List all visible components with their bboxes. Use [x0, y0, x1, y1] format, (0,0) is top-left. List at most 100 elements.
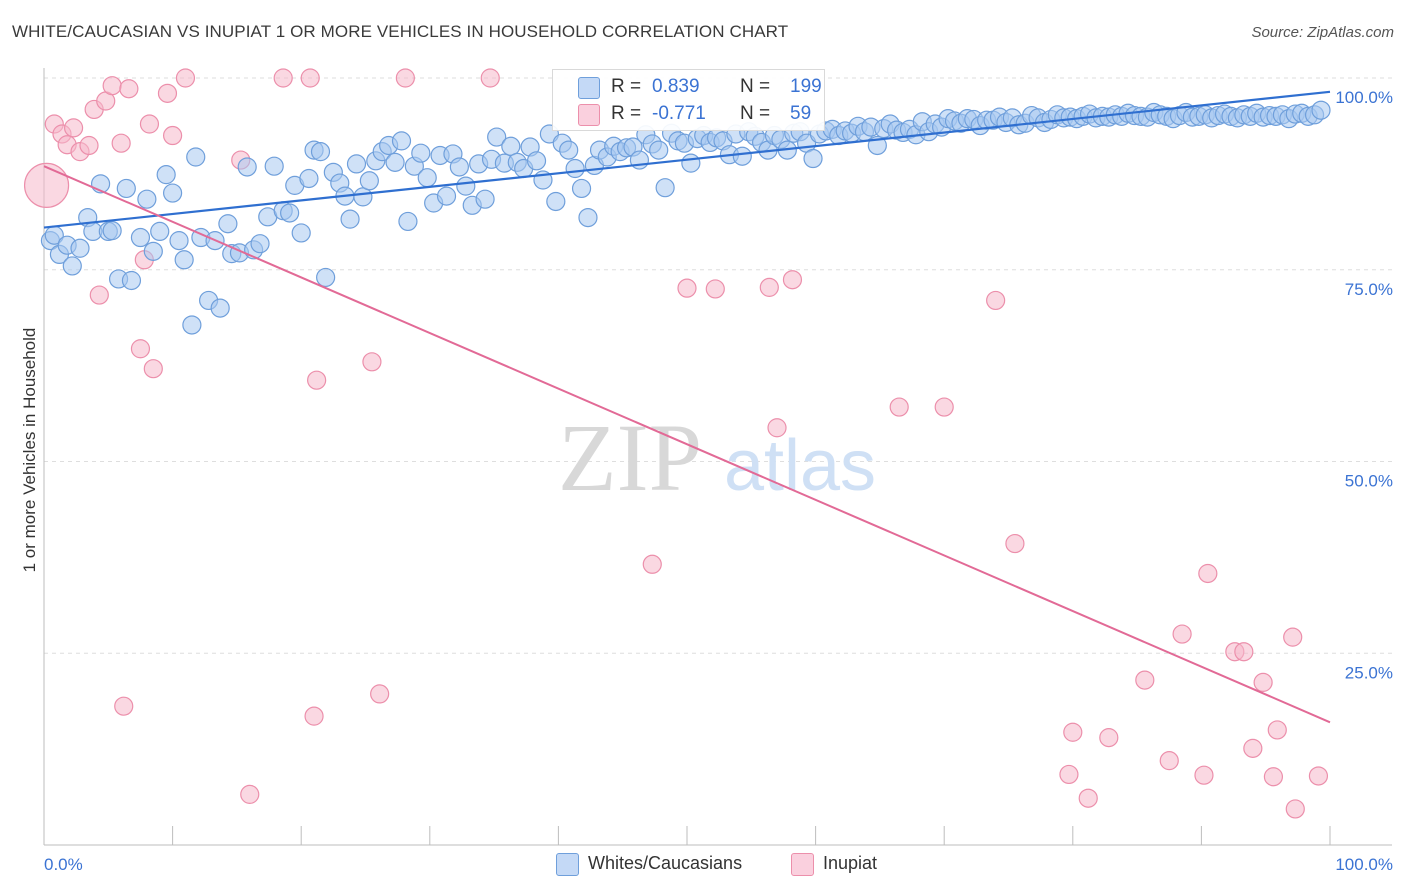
y-tick-label: 75.0% [1345, 280, 1393, 299]
whites-point [732, 146, 752, 166]
whites-point [137, 189, 157, 209]
whites-point [121, 270, 142, 291]
inupiat-point [130, 339, 151, 359]
inupiat-point [767, 418, 787, 438]
y-tick-label: 100.0% [1335, 88, 1393, 107]
inupiat-point [1285, 799, 1305, 819]
whites-point [156, 165, 176, 185]
whites-point [359, 171, 379, 191]
y-tick-label: 25.0% [1345, 663, 1393, 682]
legend-r-label: R = [611, 103, 642, 124]
inupiat-point [1005, 533, 1025, 554]
whites-point [186, 147, 206, 167]
tick-labels: 100.0% 75.0% 50.0% 25.0% 0.0% 100.0% [44, 88, 1393, 874]
whites-point [559, 140, 579, 160]
inupiat-point [163, 125, 183, 146]
axes [43, 68, 1392, 846]
inupiat-point [1159, 751, 1179, 771]
inupiat-point [119, 79, 139, 99]
inupiat-point [677, 278, 697, 298]
inupiat-point [1078, 788, 1098, 808]
legend-label-whites: Whites/Caucasians [588, 853, 743, 873]
inupiat-point [759, 277, 779, 297]
legend-r-value: -0.771 [652, 103, 706, 124]
whites-point [299, 168, 319, 189]
whites-point [436, 186, 457, 206]
stats-legend: R = 0.839 N = 199 R = -0.771 N = 59 [552, 69, 825, 131]
inupiat-point [63, 118, 84, 138]
whites-point [62, 256, 82, 276]
inupiat-point [175, 68, 196, 88]
whites-point [449, 157, 469, 177]
y-tick-label: 50.0% [1345, 472, 1393, 491]
legend-r-label: R = [611, 76, 642, 97]
whites-point [681, 153, 701, 173]
inupiat-point [23, 162, 70, 208]
whites-points [40, 100, 1331, 335]
legend-label-inupiat: Inupiat [823, 853, 878, 873]
whites-point [655, 178, 675, 198]
whites-point [417, 168, 437, 188]
chart-title: WHITE/CAUCASIAN VS INUPIAT 1 OR MORE VEH… [12, 22, 789, 41]
legend-n-value: 199 [790, 76, 822, 97]
legend-n-label: N = [740, 76, 771, 97]
whites-point [578, 207, 598, 228]
whites-point [565, 158, 585, 179]
whites-point [501, 136, 521, 156]
whites-point [340, 209, 360, 229]
x-tick-label: 100.0% [1335, 855, 1393, 874]
whites-point [346, 154, 367, 174]
inupiat-point [889, 397, 909, 417]
legend-swatch-pink [578, 104, 600, 126]
whites-point [218, 214, 238, 234]
whites-point [210, 298, 230, 318]
inupiat-trend-line [43, 165, 1331, 724]
inupiat-point [1253, 672, 1273, 692]
whites-point [174, 250, 194, 270]
inupiat-point [1172, 624, 1192, 644]
whites-point [526, 151, 547, 171]
whites-point [163, 183, 183, 203]
watermark: ZIP atlas [558, 404, 876, 511]
inupiat-point [102, 76, 122, 96]
whites-point [316, 267, 336, 288]
x-tick-label: 0.0% [44, 855, 83, 874]
inupiat-point [1308, 766, 1329, 786]
whites-point [116, 178, 136, 199]
legend-swatch-inupiat [791, 853, 814, 876]
whites-point [237, 157, 257, 177]
legend-n-label: N = [740, 103, 771, 124]
whites-point [353, 187, 373, 207]
inupiat-point [157, 83, 178, 103]
legend-n-value: 59 [790, 103, 812, 124]
inupiat-point [1059, 764, 1079, 785]
inupiat-point [143, 359, 163, 379]
y-axis-label: 1 or more Vehicles in Household [20, 327, 39, 573]
inupiat-point [240, 784, 260, 804]
whites-point [391, 131, 412, 151]
whites-point [487, 127, 507, 147]
inupiat-point [1267, 720, 1287, 740]
inupiat-point [986, 290, 1006, 311]
whites-point [264, 156, 284, 176]
whites-point [546, 191, 566, 212]
inupiat-point [307, 370, 327, 390]
inupiat-point [1243, 738, 1263, 758]
whites-point [150, 221, 170, 241]
inupiat-points [23, 68, 1329, 819]
legend-swatch-whites [556, 853, 579, 876]
inupiat-point [1198, 563, 1218, 584]
legend-swatch-blue [578, 77, 600, 99]
inupiat-point [782, 270, 803, 290]
whites-point [385, 152, 405, 172]
whites-point [280, 203, 300, 223]
whites-point [475, 189, 495, 209]
whites-point [250, 234, 270, 254]
source-label: Source: ZipAtlas.com [1251, 24, 1394, 41]
trend-lines [43, 90, 1331, 724]
whites-point [130, 227, 151, 248]
inupiat-point [273, 68, 293, 88]
inupiat-point [1063, 722, 1083, 742]
whites-point [411, 143, 431, 163]
